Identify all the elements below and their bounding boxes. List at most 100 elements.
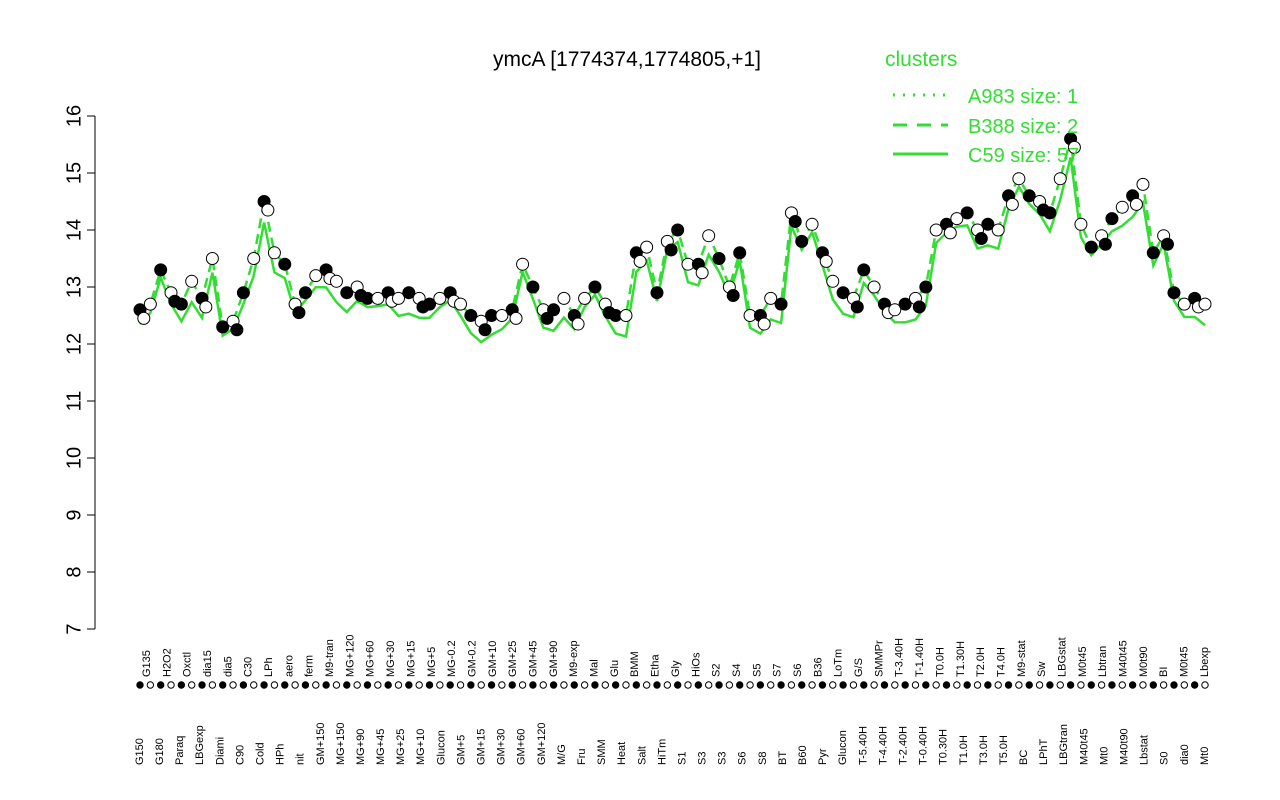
x-tick-label: S7 bbox=[772, 664, 784, 677]
x-tick-label: MG+25 bbox=[395, 729, 407, 765]
x-tick-marker bbox=[436, 681, 444, 689]
data-point bbox=[695, 266, 709, 280]
x-tick-marker bbox=[580, 681, 589, 689]
x-tick-label: Gly bbox=[670, 660, 682, 677]
data-point bbox=[726, 289, 740, 303]
y-tick-label: 9 bbox=[63, 509, 85, 520]
x-tick-label: M9-exp bbox=[568, 640, 580, 677]
x-tick-label: S5 bbox=[751, 664, 763, 677]
x-tick-label: BMM bbox=[629, 651, 641, 677]
y-tick-label: 12 bbox=[63, 333, 85, 355]
x-tick-marker bbox=[156, 681, 165, 689]
x-tick-marker bbox=[715, 681, 723, 689]
x-tick-marker bbox=[167, 681, 175, 689]
y-tick-label: 16 bbox=[63, 105, 85, 127]
x-tick-label: BT bbox=[777, 751, 789, 765]
x-tick-marker bbox=[653, 681, 661, 689]
y-axis: 7 8 9 10 11 12 13 14 15 16 bbox=[63, 105, 96, 635]
data-point bbox=[309, 269, 323, 283]
x-tick-label: MG+90 bbox=[355, 729, 367, 765]
data-point bbox=[805, 217, 819, 231]
x-tick-label: MG-0.2 bbox=[446, 640, 458, 677]
data-point bbox=[867, 280, 881, 294]
data-point bbox=[974, 232, 988, 246]
x-tick-marker bbox=[673, 681, 682, 689]
x-tick-marker bbox=[808, 681, 816, 689]
data-point bbox=[1115, 200, 1129, 214]
x-tick-label: S2 bbox=[711, 664, 723, 677]
data-point bbox=[578, 291, 592, 305]
x-tick-label: LPhT bbox=[1038, 738, 1050, 765]
y-tick-label: 7 bbox=[63, 623, 85, 634]
x-tick-label: M9-tran bbox=[324, 639, 336, 677]
x-tick-marker bbox=[1118, 681, 1126, 689]
legend-label-c59: C59 size: 57 bbox=[968, 145, 1079, 167]
x-tick-label: MG+45 bbox=[375, 729, 387, 765]
x-tick-marker bbox=[1056, 681, 1064, 689]
x-tick-marker bbox=[229, 681, 237, 689]
x-tick-marker bbox=[911, 681, 920, 689]
x-tick-marker bbox=[518, 681, 527, 689]
x-tick-label: C90 bbox=[234, 745, 246, 765]
data-point bbox=[137, 311, 151, 325]
x-tick-marker bbox=[415, 681, 423, 689]
x-tick-marker bbox=[725, 681, 734, 689]
y-tick-label: 13 bbox=[63, 276, 85, 298]
x-tick-label: SMM bbox=[596, 739, 608, 765]
x-tick-marker bbox=[374, 681, 382, 689]
data-point bbox=[664, 243, 678, 257]
x-tick-label: T0.30H bbox=[938, 729, 950, 765]
data-point bbox=[671, 223, 685, 237]
data-point bbox=[509, 311, 523, 325]
data-point bbox=[216, 320, 230, 334]
data-point bbox=[1022, 189, 1036, 203]
data-point bbox=[1084, 240, 1098, 254]
x-tick-marker bbox=[508, 681, 516, 689]
x-tick-marker bbox=[384, 681, 392, 689]
x-tick-marker bbox=[818, 681, 827, 689]
data-point bbox=[633, 254, 647, 268]
x-tick-label: GM+10 bbox=[487, 641, 499, 677]
x-tick-label: S0 bbox=[1159, 752, 1171, 765]
data-point bbox=[267, 246, 281, 260]
x-tick-marker bbox=[829, 681, 837, 689]
x-tick-label: H2O2 bbox=[161, 648, 173, 677]
x-tick-label: Sw bbox=[1036, 662, 1048, 677]
x-tick-marker bbox=[736, 681, 744, 689]
data-point bbox=[298, 286, 312, 300]
x-tick-label: HiTm bbox=[656, 739, 668, 765]
x-tick-marker bbox=[425, 681, 434, 689]
x-tick-label: LBGtran bbox=[1058, 724, 1070, 765]
x-tick-marker bbox=[136, 681, 144, 689]
data-point bbox=[850, 300, 864, 314]
x-tick-marker bbox=[1190, 681, 1199, 689]
x-tick-marker bbox=[1139, 681, 1147, 689]
x-tick-label: S6 bbox=[737, 752, 749, 765]
x-tick-label: T-4.40H bbox=[877, 726, 889, 765]
data-point bbox=[540, 311, 554, 325]
x-tick-label: BI bbox=[1158, 667, 1170, 677]
data-point bbox=[733, 246, 747, 260]
x-tick-label: SMMPr bbox=[873, 640, 885, 677]
data-point bbox=[795, 234, 809, 248]
chart-title: ymcA [1774374,1774805,+1] bbox=[493, 48, 761, 71]
data-point bbox=[371, 291, 385, 305]
data-point bbox=[199, 300, 213, 314]
data-point bbox=[433, 291, 447, 305]
legend-title: clusters bbox=[885, 48, 957, 71]
x-tick-marker bbox=[1046, 681, 1054, 689]
x-tick-marker bbox=[963, 681, 971, 689]
x-tick-marker bbox=[1128, 681, 1137, 689]
x-tick-marker bbox=[591, 681, 599, 689]
x-tick-label: GM+5 bbox=[455, 735, 467, 765]
x-tick-label: T-2.40H bbox=[897, 726, 909, 765]
x-tick-label: S4 bbox=[731, 664, 743, 677]
x-tick-marker bbox=[1077, 681, 1085, 689]
x-tick-marker bbox=[146, 681, 155, 689]
data-point bbox=[912, 300, 926, 314]
data-point bbox=[329, 274, 343, 288]
x-tick-label: Cold bbox=[254, 742, 266, 765]
x-tick-label: GM-0.2 bbox=[466, 640, 478, 677]
data-point bbox=[1198, 297, 1212, 311]
